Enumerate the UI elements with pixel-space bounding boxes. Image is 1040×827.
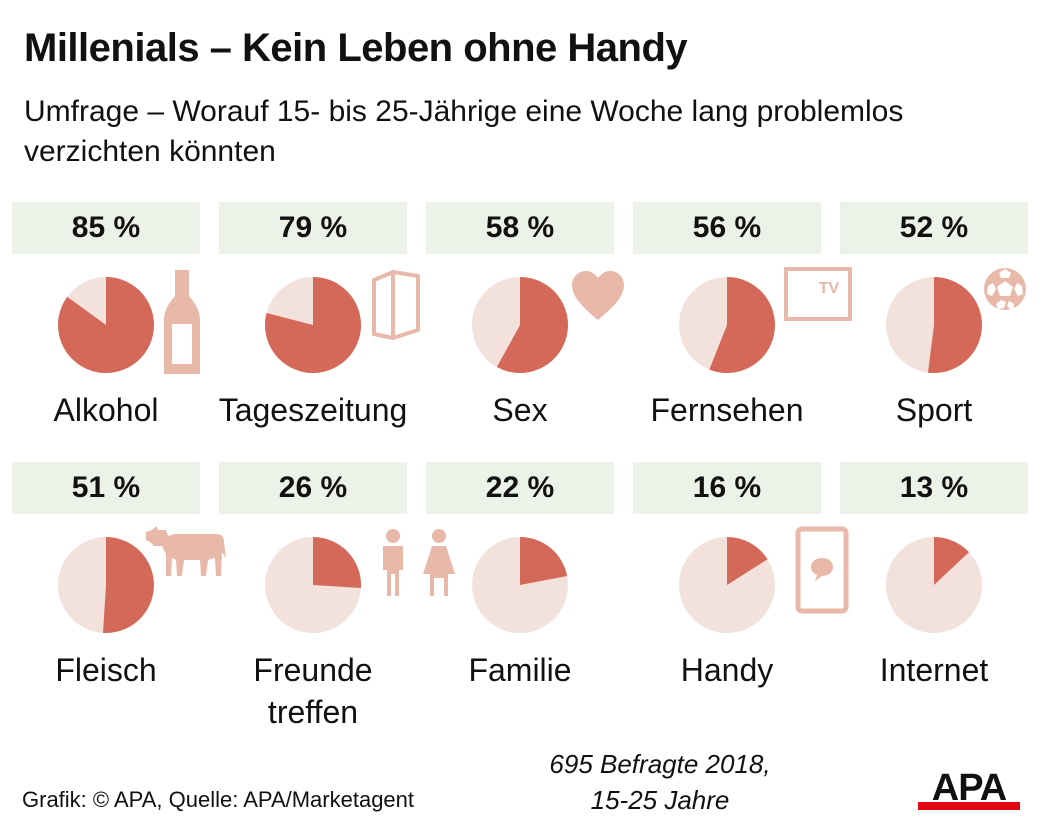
pie-slice <box>313 537 362 589</box>
sample-note-line-1: 695 Befragte 2018, <box>549 749 771 779</box>
people-icon <box>383 529 455 596</box>
pie-chart <box>58 537 154 633</box>
pie-slice <box>520 537 568 585</box>
category-label: Handy <box>680 652 774 688</box>
pie-chart <box>472 277 569 373</box>
pie-chart <box>886 277 983 373</box>
pie-chart <box>472 537 568 633</box>
pie-chart <box>58 277 155 373</box>
tv-icon: TV <box>784 267 852 321</box>
cow-icon <box>146 526 226 576</box>
pie-slice <box>927 277 983 373</box>
value-label: 85 % <box>12 202 200 254</box>
category-label: Alkohol <box>53 392 159 428</box>
category-label: Sport <box>895 392 973 428</box>
soccer-ball-icon <box>984 268 1026 310</box>
value-label: 13 % <box>840 462 1028 514</box>
chart-subtitle: Umfrage – Worauf 15- bis 25-Jährige eine… <box>24 95 904 168</box>
value-label: 58 % <box>426 202 614 254</box>
pie-chart <box>679 277 775 373</box>
category-label-line-2: treffen <box>267 694 359 730</box>
category-label: Familie <box>468 652 572 688</box>
pie-slice <box>265 277 362 373</box>
pie-chart <box>265 537 362 633</box>
category-label: Freunde treffen <box>207 649 419 733</box>
pie-chart <box>886 537 982 633</box>
sample-note: 695 Befragte 2018, 15-25 Jahre <box>530 746 790 818</box>
pie-chart <box>679 537 775 633</box>
category-label: Fernsehen <box>650 392 804 428</box>
category-label: Internet <box>879 652 989 688</box>
pie-slice <box>496 277 569 373</box>
chart-title: Millenials – Kein Leben ohne Handy <box>24 26 688 70</box>
source-credit: Grafik: © APA, Quelle: APA/Marketagent <box>22 787 415 812</box>
value-label: 26 % <box>219 462 407 514</box>
bottle-icon <box>164 270 200 374</box>
pie-chart <box>265 277 362 373</box>
value-label: 22 % <box>426 462 614 514</box>
category-label: Fleisch <box>55 652 157 688</box>
value-label: 56 % <box>633 202 821 254</box>
value-label: 16 % <box>633 462 821 514</box>
pie-slice <box>934 537 969 585</box>
value-label: 79 % <box>219 202 407 254</box>
category-label: Sex <box>492 392 548 428</box>
value-label: 52 % <box>840 202 1028 254</box>
sample-note-line-2: 15-25 Jahre <box>590 785 730 815</box>
newspaper-icon <box>372 270 420 340</box>
category-label-line-1: Freunde <box>253 652 373 688</box>
smartphone-icon <box>795 526 849 614</box>
apa-logo: APA <box>918 767 1020 810</box>
pie-slice <box>709 277 775 373</box>
pie-slice <box>58 277 155 373</box>
apa-logo-bar <box>918 802 1020 810</box>
pie-slice <box>727 537 768 585</box>
heart-icon <box>572 271 624 320</box>
pie-slice <box>102 537 154 633</box>
tv-icon-text: TV <box>819 280 840 297</box>
value-label: 51 % <box>12 462 200 514</box>
category-label: Tageszeitung <box>218 392 408 428</box>
